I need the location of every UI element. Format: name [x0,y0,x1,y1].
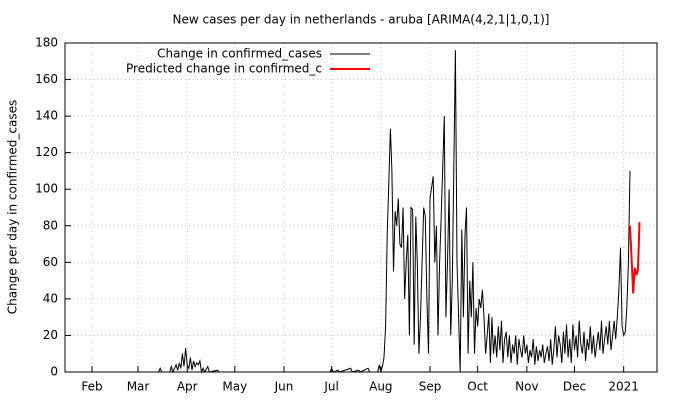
x-tick-label: Jun [274,380,294,394]
data-line [629,222,641,294]
x-tick-label: Jul [323,380,338,394]
y-tick-label: 40 [43,291,58,305]
data-line [144,50,631,374]
x-tick-label: Apr [177,380,198,394]
chart-title: New cases per day in netherlands - aruba… [173,13,550,27]
x-tick-label: Mar [127,380,150,394]
y-tick-label: 120 [35,145,58,159]
x-tick-label: Dec [563,380,586,394]
y-tick-label: 100 [35,182,58,196]
x-tick-label: Sep [419,380,442,394]
legend-label: Change in confirmed_cases [157,47,322,61]
y-tick-label: 60 [43,255,58,269]
y-tick-label: 20 [43,328,58,342]
legend-label: Predicted change in confirmed_c [126,62,322,76]
x-tick-label: 2021 [608,380,639,394]
x-tick-label: Oct [467,380,488,394]
y-tick-label: 0 [50,365,58,379]
x-tick-label: May [222,380,247,394]
x-tick-label: Feb [81,380,102,394]
y-tick-label: 80 [43,218,58,232]
y-tick-label: 160 [35,72,58,86]
x-tick-label: Aug [369,380,392,394]
y-tick-label: 180 [35,36,58,50]
y-axis-label: Change per day in confirmed_cases [6,100,20,315]
x-tick-label: Nov [515,380,538,394]
y-tick-label: 140 [35,109,58,123]
plot-frame [64,42,658,373]
